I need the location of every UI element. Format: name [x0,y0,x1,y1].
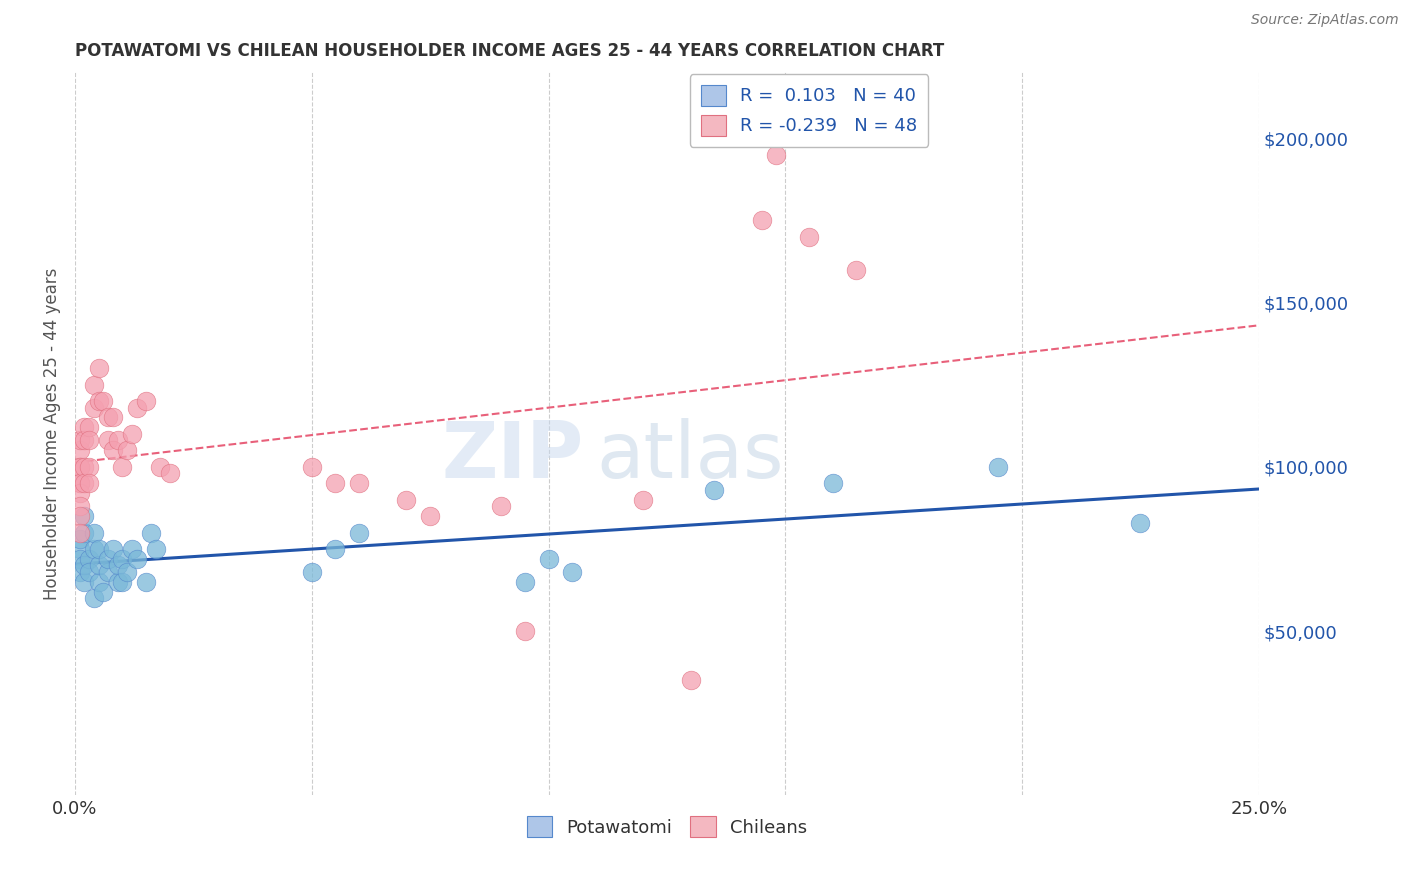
Point [325,541,347,556]
Point [83,401,105,415]
Point [69,434,91,448]
Point [1129,516,1152,530]
Point [121,541,143,556]
Point [69,532,91,546]
Point [845,262,868,277]
Point [73,574,96,589]
Point [93,584,115,599]
Point [73,420,96,434]
Point [751,213,773,227]
Point [69,565,91,579]
Point [513,624,536,638]
Point [419,509,441,524]
Point [69,476,91,491]
Point [87,394,110,409]
Point [87,558,110,573]
Point [97,551,120,566]
Point [115,443,138,458]
Point [537,551,560,566]
Point [797,229,820,244]
Point [77,434,100,448]
Point [111,574,134,589]
Point [347,525,370,540]
Point [69,525,91,540]
Point [77,476,100,491]
Point [111,551,134,566]
Point [83,525,105,540]
Point [513,574,536,589]
Point [93,394,115,409]
Point [69,459,91,474]
Point [347,476,370,491]
Point [145,541,167,556]
Point [107,558,129,573]
Point [489,500,512,514]
Point [135,394,157,409]
Point [87,541,110,556]
Point [69,509,91,524]
Point [97,410,120,425]
Point [69,551,91,566]
Point [139,525,162,540]
Point [301,565,323,579]
Point [69,486,91,500]
Point [107,574,129,589]
Point [765,147,787,161]
Legend: Potawatomi, Chileans: Potawatomi, Chileans [519,809,814,844]
Point [135,574,157,589]
Point [87,574,110,589]
Point [73,434,96,448]
Point [561,565,583,579]
Point [73,459,96,474]
Point [77,551,100,566]
Point [97,434,120,448]
Point [107,434,129,448]
Point [69,443,91,458]
Point [69,500,91,514]
Text: POTAWATOMI VS CHILEAN HOUSEHOLDER INCOME AGES 25 - 44 YEARS CORRELATION CHART: POTAWATOMI VS CHILEAN HOUSEHOLDER INCOME… [75,42,945,60]
Point [83,377,105,392]
Point [125,551,148,566]
Point [301,459,323,474]
Point [77,459,100,474]
Point [703,483,725,497]
Point [121,426,143,441]
Point [69,459,91,474]
Point [101,541,124,556]
Point [73,509,96,524]
Point [77,420,100,434]
Text: Source: ZipAtlas.com: Source: ZipAtlas.com [1251,13,1399,28]
Point [97,565,120,579]
Point [87,361,110,376]
Point [631,492,654,507]
Point [149,459,172,474]
Point [73,558,96,573]
Point [125,401,148,415]
Point [77,565,100,579]
Point [73,525,96,540]
Point [325,476,347,491]
Y-axis label: Householder Income Ages 25 - 44 years: Householder Income Ages 25 - 44 years [44,268,60,600]
Point [101,410,124,425]
Point [83,591,105,606]
Point [159,467,181,481]
Point [69,541,91,556]
Text: atlas: atlas [596,417,783,493]
Point [83,541,105,556]
Point [115,565,138,579]
Point [101,443,124,458]
Point [679,673,702,688]
Point [69,476,91,491]
Point [111,459,134,474]
Point [821,476,844,491]
Point [395,492,418,507]
Text: ZIP: ZIP [441,417,583,493]
Point [987,459,1010,474]
Point [73,476,96,491]
